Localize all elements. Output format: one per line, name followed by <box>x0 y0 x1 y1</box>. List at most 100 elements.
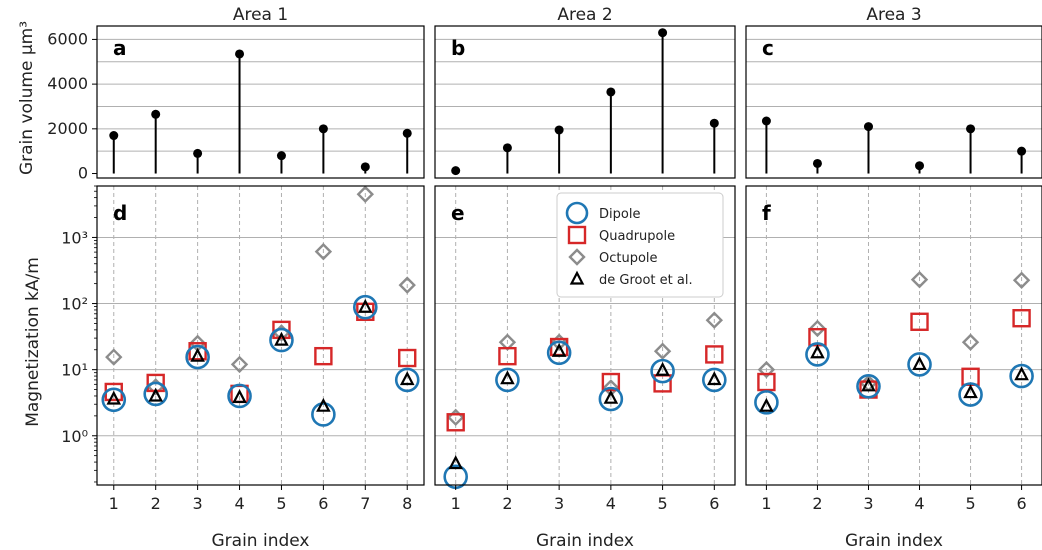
quadrupole-marker <box>757 372 776 392</box>
degroot-marker <box>357 298 373 313</box>
dipole-marker <box>907 352 932 377</box>
panel-b: Area 2 b <box>434 5 736 179</box>
x-axis-label: Grain index <box>212 531 310 550</box>
x-axis-label: Grain index <box>536 531 634 550</box>
stem-marker-a-7 <box>360 162 370 172</box>
x-tick-label: 1 <box>451 494 461 513</box>
degroot-marker <box>190 347 205 362</box>
legend-dipole-marker <box>565 201 589 225</box>
y-tick-label: 0 <box>78 164 88 183</box>
panel-frame-c <box>745 25 1042 179</box>
degroot-marker <box>232 389 247 404</box>
x-tick-label: 5 <box>965 494 975 513</box>
stem-marker-c-1 <box>761 116 771 126</box>
y-tick-label: 6000 <box>47 29 88 48</box>
stem-marker-c-5 <box>966 124 976 134</box>
octupole-marker <box>398 276 416 294</box>
quadrupole-marker <box>498 346 517 366</box>
panel-d: d 1 2 3 4 5 6 7 8 Grain index 10⁰ 10¹ 10² 10³ <box>61 185 425 550</box>
dipole-marker <box>805 342 830 367</box>
stem-marker-a-4 <box>235 49 245 59</box>
x-tick-label: 5 <box>657 494 667 513</box>
dipole-marker <box>227 383 252 409</box>
stem-marker-c-4 <box>915 161 925 171</box>
panels: Area 1 a 0 2000 4000 6000 d 1 2 3 4 5 6 7 8 Grain index… <box>47 5 1042 550</box>
octupole-marker <box>314 242 333 261</box>
x-tick-label: 1 <box>761 494 771 513</box>
octupole-marker <box>910 270 929 289</box>
x-tick-label: 7 <box>360 494 370 513</box>
dipole-marker <box>702 367 727 393</box>
legend-label: Octupole <box>599 251 658 266</box>
octupole-marker <box>602 379 620 397</box>
panel-f: f 1 2 3 4 5 6 Grain index <box>745 185 1042 550</box>
octupole-marker <box>230 355 249 374</box>
degroot-marker <box>106 390 122 405</box>
degroot-marker <box>399 371 415 386</box>
dipole-marker <box>143 381 168 407</box>
x-axis-label: Grain index <box>845 531 943 550</box>
quadrupole-marker <box>314 346 333 366</box>
octupole-marker <box>653 342 672 360</box>
dipole-marker <box>650 358 675 384</box>
degroot-marker <box>274 331 289 346</box>
stem-marker-c-2 <box>812 158 822 168</box>
legend: Dipole Quadrupole Octupole de Groot et al. <box>556 192 724 298</box>
x-tick-label: 3 <box>863 494 873 513</box>
legend-label: Quadrupole <box>599 229 675 244</box>
degroot-marker <box>1014 366 1029 381</box>
panel-title-3: Area 3 <box>866 5 921 25</box>
legend-octupole-marker <box>568 248 586 266</box>
panel-frame-a <box>96 25 425 179</box>
octupole-marker <box>105 348 123 366</box>
y-tick-label: 10¹ <box>61 361 88 380</box>
panel-frame-f <box>745 185 1042 486</box>
x-tick-label: 4 <box>234 494 244 513</box>
dipole-marker <box>754 390 779 415</box>
panel-title-1: Area 1 <box>233 5 288 25</box>
quadrupole-marker <box>446 413 465 432</box>
dipole-marker <box>958 382 983 407</box>
panel-letter-d: d <box>113 201 127 225</box>
dipole-marker <box>269 327 294 353</box>
legend-label: Dipole <box>599 207 640 222</box>
dipole-marker <box>394 367 420 393</box>
panel-letter-a: a <box>113 36 127 60</box>
x-tick-label: 3 <box>554 494 564 513</box>
degroot-marker <box>551 342 567 357</box>
degroot-marker <box>912 356 927 371</box>
degroot-marker <box>810 344 825 359</box>
y-tick-label: 2000 <box>47 119 88 138</box>
quadrupole-marker <box>398 348 417 368</box>
legend-box <box>556 192 724 298</box>
panel-letter-b: b <box>451 36 465 60</box>
x-tick-label: 6 <box>709 494 719 513</box>
legend-quadrupole-marker <box>567 225 587 245</box>
legend-label: de Groot et al. <box>599 273 693 288</box>
quadrupole-marker <box>910 312 929 331</box>
stem-marker-b-5 <box>658 28 668 38</box>
y-tick-label: 4000 <box>47 74 88 93</box>
y-axis-label-magnetization: Magnetization kA/m <box>23 257 43 427</box>
stem-marker-a-2 <box>151 109 161 119</box>
stem-marker-b-1 <box>451 166 461 176</box>
y-tick-label: 10³ <box>61 228 88 247</box>
degroot-marker <box>861 377 876 392</box>
degroot-marker <box>603 389 619 404</box>
y-axis-label-volume: Grain volume µm³ <box>17 21 37 175</box>
stem-marker-a-5 <box>276 151 286 161</box>
panel-frame-b <box>434 25 736 179</box>
degroot-marker <box>655 361 670 376</box>
panel-letter-f: f <box>762 201 771 225</box>
stem-marker-b-6 <box>709 118 719 128</box>
octupole-marker <box>356 185 375 203</box>
stem-marker-c-3 <box>863 122 873 132</box>
octupole-marker <box>705 311 724 329</box>
stem-marker-c-6 <box>1017 146 1027 156</box>
x-tick-label: 1 <box>109 494 119 513</box>
x-tick-label: 6 <box>318 494 328 513</box>
x-tick-label: 2 <box>151 494 161 513</box>
y-tick-label: 10² <box>61 295 88 314</box>
stem-marker-b-2 <box>502 143 512 153</box>
